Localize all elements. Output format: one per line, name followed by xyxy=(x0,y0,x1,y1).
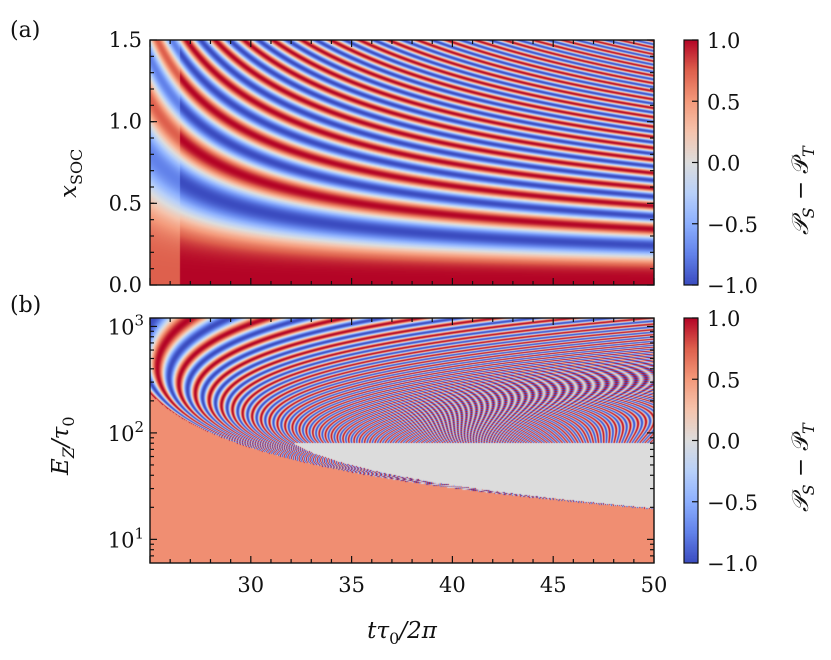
tick-layer: 0.0 0.5 1.0 1.5 30 35 40 45 50 101 102 103 −1.0 −0.5 0… xyxy=(108,28,758,597)
heatmap-b xyxy=(150,318,654,563)
panel-label-a: (a) xyxy=(10,18,40,43)
heatmap-a xyxy=(150,40,654,285)
ytick-label-b: 103 xyxy=(108,311,144,339)
colorbar-tick-label-a: −0.5 xyxy=(707,213,758,237)
colorbar-tick-label-b: −1.0 xyxy=(707,552,758,576)
ytick-label-a: 0.0 xyxy=(109,273,142,297)
ytick-label-b: 101 xyxy=(108,524,144,552)
xlabel-b: tτ0/2π xyxy=(367,618,438,648)
ytick-label-b: 102 xyxy=(108,418,144,446)
colorbar-tick-label-a: −1.0 xyxy=(707,274,758,298)
ylabel-a: xSOC xyxy=(56,149,86,198)
xtick-label-b: 50 xyxy=(641,573,668,597)
colorbar-label-b: 𝒫S − 𝒫T xyxy=(788,422,818,512)
axes-frame-b xyxy=(149,317,655,564)
xtick-label-b: 40 xyxy=(439,573,466,597)
ytick-label-a: 1.0 xyxy=(109,110,142,134)
xtick-label-b: 45 xyxy=(540,573,567,597)
ytick-label-a: 0.5 xyxy=(109,191,142,215)
colorbar-tick-label-b: 1.0 xyxy=(707,307,740,331)
colorbar-tick-label-b: 0.0 xyxy=(707,430,740,454)
panel-label-b: (b) xyxy=(10,293,41,318)
axes-frame-a xyxy=(149,39,655,286)
colorbar-tick-label-a: 0.5 xyxy=(707,90,740,114)
ylabel-b: EZ/τ0 xyxy=(48,416,78,476)
colorbar-tick-label-a: 0.0 xyxy=(707,152,740,176)
ytick-label-a: 1.5 xyxy=(109,28,142,52)
colorbar-tick-label-b: −0.5 xyxy=(707,491,758,515)
xtick-label-b: 35 xyxy=(338,573,365,597)
xtick-label-b: 30 xyxy=(237,573,264,597)
colorbar-tick-label-b: 0.5 xyxy=(707,368,740,392)
colorbar-tick-label-a: 1.0 xyxy=(707,29,740,53)
colorbar-label-a: 𝒫S − 𝒫T xyxy=(788,145,818,235)
